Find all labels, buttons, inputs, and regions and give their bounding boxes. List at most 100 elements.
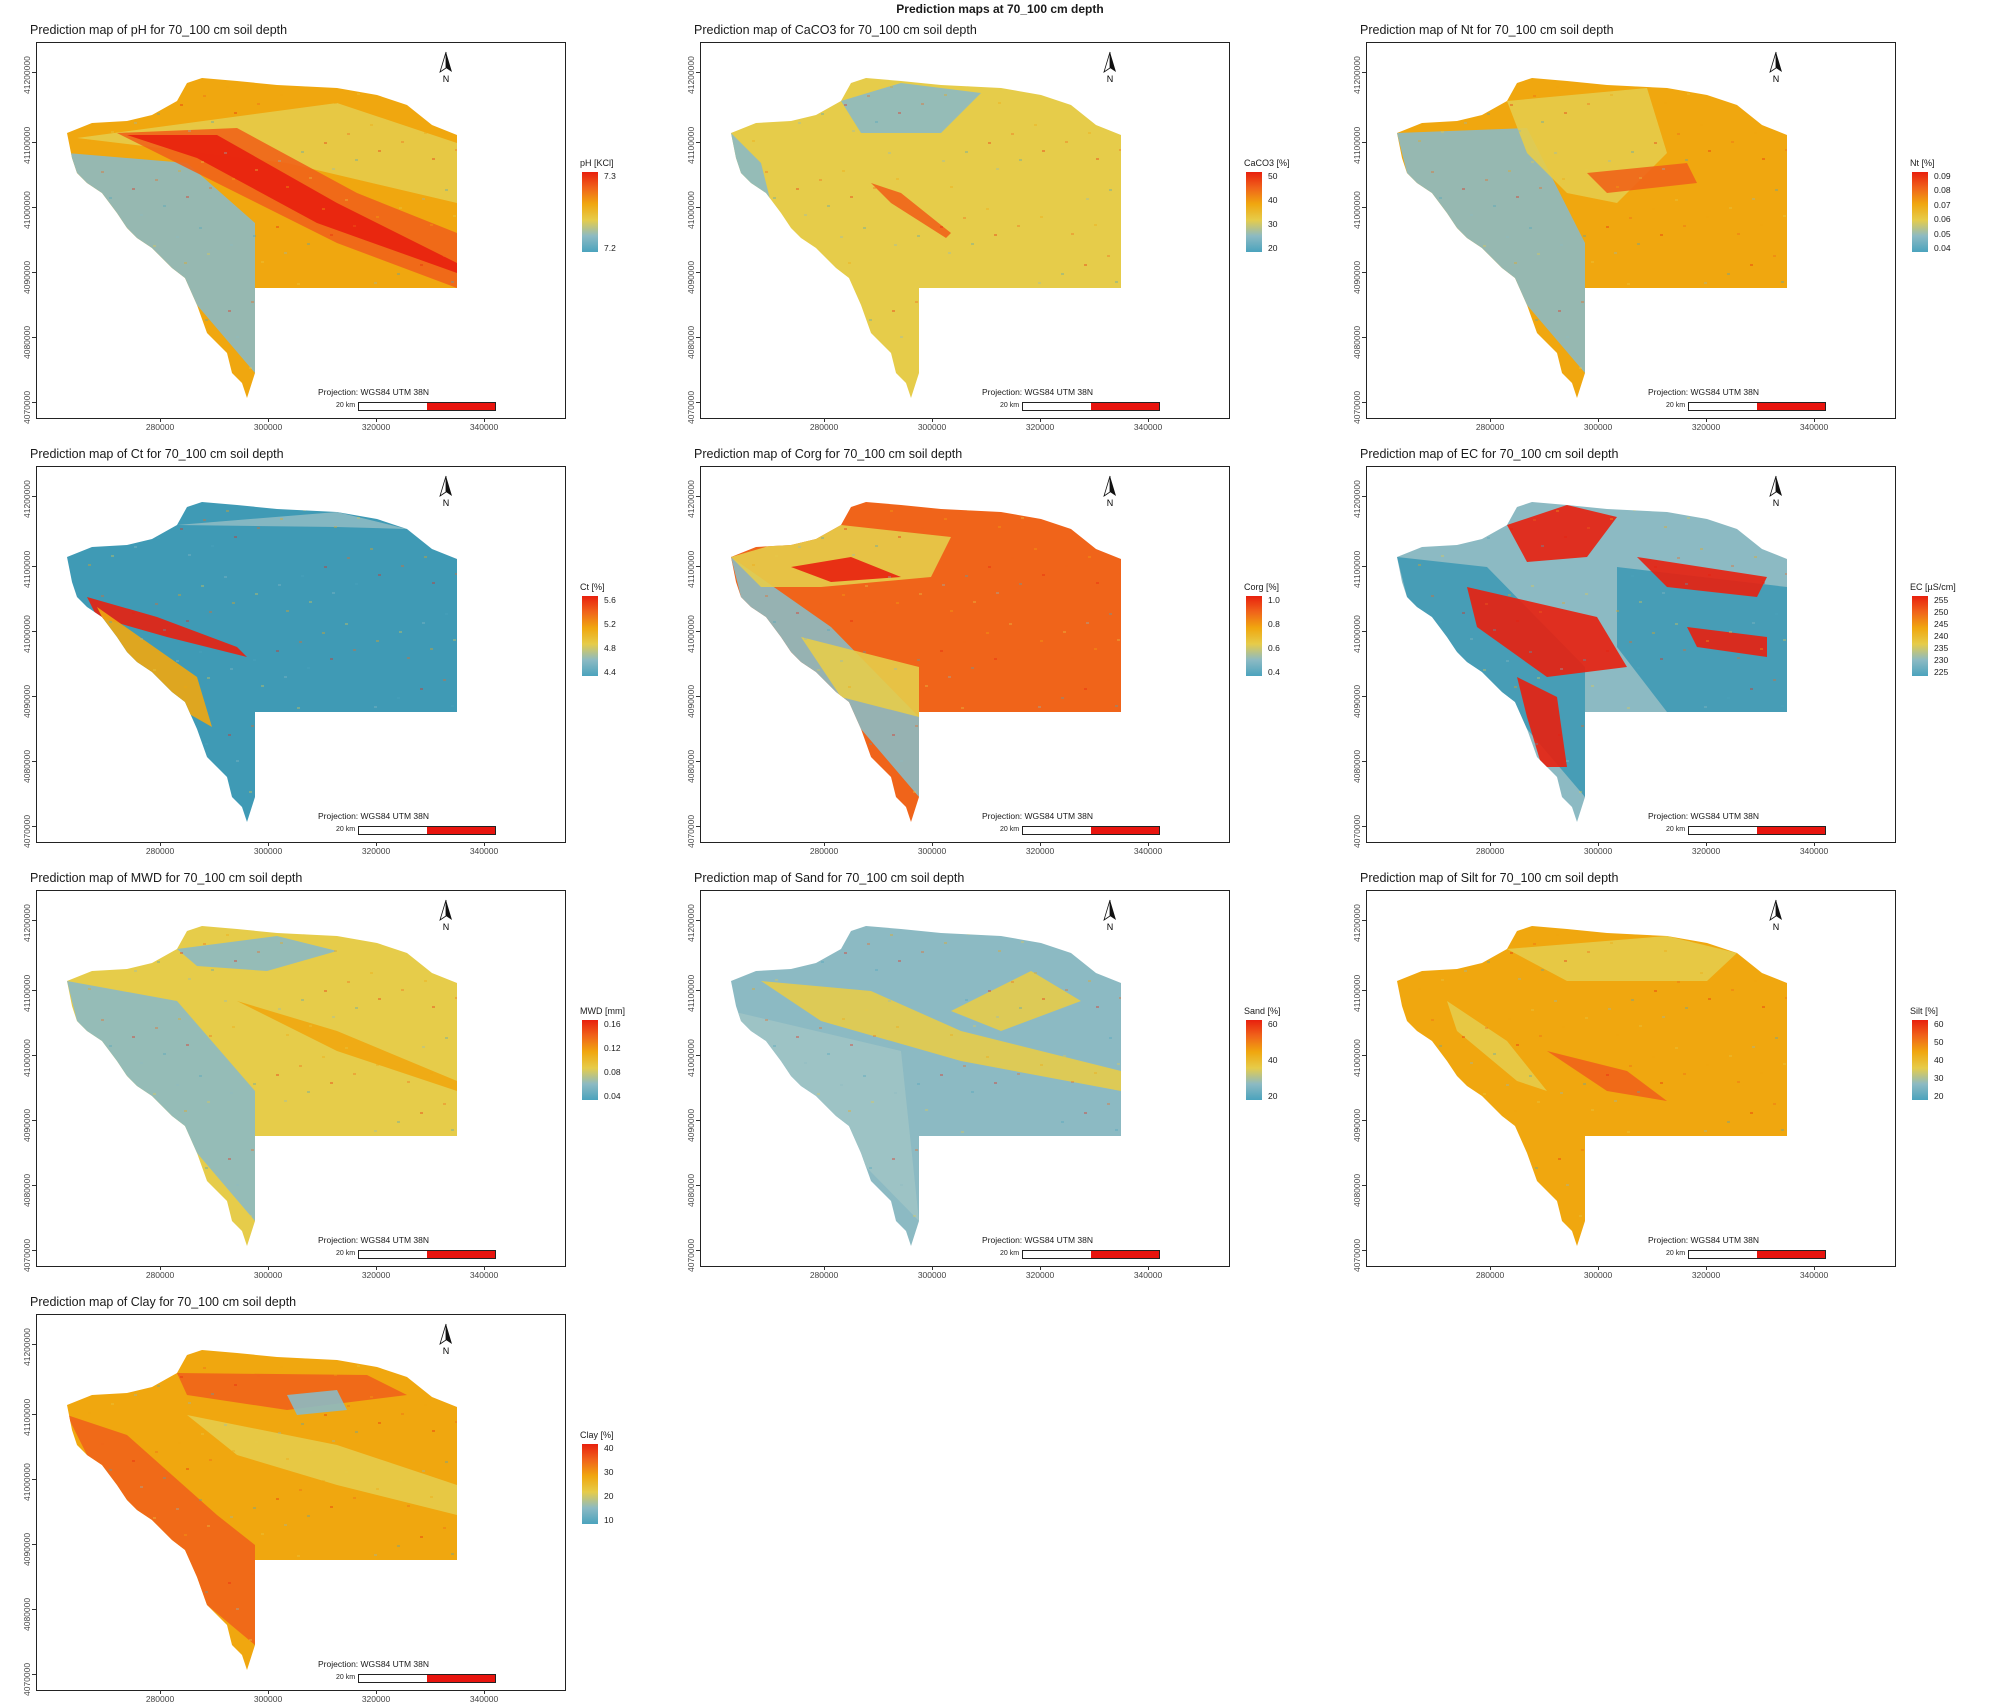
texture-speckle — [961, 707, 964, 709]
texture-speckle — [869, 1167, 872, 1169]
texture-speckle — [771, 1111, 774, 1113]
texture-speckle — [1462, 188, 1465, 190]
x-tick-mark — [376, 842, 377, 846]
texture-speckle — [305, 1581, 308, 1583]
texture-speckle — [942, 160, 945, 162]
texture-speckle — [986, 632, 989, 634]
texture-speckle — [923, 751, 926, 753]
texture-speckle — [1706, 1064, 1709, 1066]
texture-speckle — [1107, 1103, 1110, 1105]
texture-speckle — [278, 1432, 281, 1434]
texture-speckle — [232, 602, 235, 604]
texture-speckle — [919, 1017, 922, 1019]
texture-speckle — [111, 131, 114, 133]
texture-speckle — [844, 952, 847, 954]
texture-speckle — [1042, 574, 1045, 576]
y-tick-label: 4090000 — [686, 260, 696, 294]
texture-speckle — [1397, 931, 1400, 933]
y-tick-label: 4090000 — [22, 260, 32, 294]
texture-speckle — [449, 1619, 452, 1621]
texture-speckle — [1731, 565, 1734, 567]
texture-speckle — [827, 629, 830, 631]
texture-speckle — [1581, 725, 1584, 727]
texture-speckle — [1708, 998, 1711, 1000]
x-tick-mark — [484, 842, 485, 846]
y-tick-label: 41200000 — [686, 904, 696, 942]
texture-speckle — [1504, 1150, 1507, 1152]
scale-label: 20 km — [1000, 826, 1020, 833]
legend-tick-mark — [598, 648, 601, 649]
texture-speckle — [1556, 934, 1559, 936]
svg-text:N: N — [1107, 922, 1114, 932]
texture-speckle — [209, 1035, 212, 1037]
y-tick-mark — [696, 761, 700, 762]
texture-speckle — [1046, 1156, 1049, 1158]
projection-label: Projection: WGS84 UTM 38N — [1648, 1235, 1760, 1245]
texture-speckle — [1589, 1175, 1592, 1177]
texture-speckle — [925, 685, 928, 687]
y-tick-label: 4080000 — [22, 1173, 32, 1207]
texture-speckle — [211, 545, 214, 547]
texture-speckle — [445, 613, 448, 615]
texture-speckle — [1065, 141, 1068, 143]
texture-speckle — [1431, 1019, 1434, 1021]
texture-speckle — [103, 105, 106, 107]
y-tick-mark — [32, 402, 36, 403]
texture-speckle — [201, 1433, 204, 1435]
texture-speckle — [923, 327, 926, 329]
texture-speckle — [234, 112, 237, 114]
texture-speckle — [324, 142, 327, 144]
map-zone — [1507, 936, 1737, 981]
texture-speckle — [1418, 140, 1421, 142]
legend-tick-label: 0.09 — [1934, 171, 1951, 181]
texture-speckle — [113, 1203, 116, 1205]
texture-speckle — [307, 667, 310, 669]
scale-bar — [1022, 1250, 1160, 1259]
texture-speckle — [1762, 582, 1765, 584]
texture-speckle — [938, 1140, 941, 1142]
texture-speckle — [297, 1555, 300, 1557]
texture-speckle — [157, 113, 160, 115]
texture-speckle — [798, 970, 801, 972]
x-tick-label: 340000 — [469, 422, 499, 432]
texture-speckle — [898, 112, 901, 114]
texture-speckle — [395, 763, 398, 765]
texture-speckle — [1748, 1178, 1751, 1180]
legend-tick-label: 30 — [1268, 219, 1278, 229]
texture-speckle — [1631, 999, 1634, 1001]
texture-speckle — [355, 159, 358, 161]
texture-speckle — [226, 86, 229, 88]
legend-tick-label: 1.0 — [1268, 595, 1280, 605]
y-tick-label: 41000000 — [1352, 615, 1362, 653]
texture-speckle — [128, 1592, 131, 1594]
texture-speckle — [228, 734, 231, 736]
texture-speckle — [1633, 85, 1636, 87]
texture-speckle — [132, 1460, 135, 1462]
texture-speckle — [399, 1055, 402, 1057]
texture-speckle — [207, 253, 210, 255]
texture-speckle — [888, 576, 891, 578]
texture-speckle — [353, 1073, 356, 1075]
scale-bar — [1688, 402, 1826, 411]
texture-speckle — [272, 782, 275, 784]
texture-speckle — [1460, 1102, 1463, 1104]
texture-speckle — [1564, 536, 1567, 538]
texture-speckle — [1756, 356, 1759, 358]
texture-speckle — [842, 594, 845, 596]
texture-speckle — [1616, 186, 1619, 188]
map-zone — [1637, 557, 1767, 597]
texture-speckle — [1489, 337, 1492, 339]
legend-tick-label: 0.6 — [1268, 643, 1280, 653]
legend-title: Nt [%] — [1910, 158, 1935, 168]
texture-speckle — [1750, 1112, 1753, 1114]
y-tick-mark — [32, 1055, 36, 1056]
texture-speckle — [405, 1571, 408, 1573]
texture-speckle — [309, 601, 312, 603]
texture-speckle — [255, 1441, 258, 1443]
legend-tick-mark — [1928, 190, 1931, 192]
texture-speckle — [345, 1047, 348, 1049]
texture-speckle — [82, 1610, 85, 1612]
legend-tick-mark — [1928, 660, 1931, 661]
texture-speckle — [78, 1452, 81, 1454]
texture-speckle — [251, 1149, 254, 1151]
